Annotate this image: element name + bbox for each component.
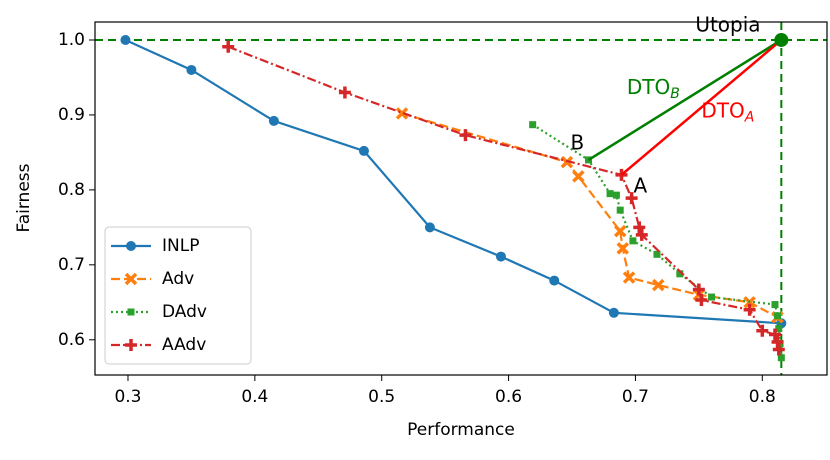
marker — [635, 228, 648, 241]
marker — [222, 40, 235, 53]
marker — [126, 241, 136, 251]
marker — [612, 191, 620, 199]
legend-label: DAdv — [162, 302, 207, 322]
marker — [629, 237, 637, 245]
marker — [572, 170, 585, 183]
marker — [606, 190, 614, 198]
marker — [395, 107, 409, 120]
marker — [676, 270, 684, 278]
marker — [186, 64, 197, 75]
dto-text: DTO — [627, 74, 670, 98]
point-label: B — [570, 130, 584, 154]
marker — [771, 301, 779, 309]
marker — [756, 324, 769, 337]
marker — [125, 339, 137, 351]
dto-line — [620, 39, 783, 176]
legend-label: INLP — [162, 236, 199, 256]
x-axis-label: Performance — [407, 420, 515, 440]
x-tick-label: 0.5 — [368, 387, 395, 407]
x-tick-label: 0.4 — [241, 387, 268, 407]
marker — [608, 307, 619, 318]
marker — [120, 34, 131, 45]
dto-sub: B — [670, 86, 680, 102]
marker — [613, 224, 627, 238]
legend-box — [104, 226, 252, 365]
dto-label: DTOB — [627, 74, 680, 102]
legend-label: AAdv — [162, 335, 206, 355]
marker — [695, 294, 708, 307]
marker — [622, 271, 636, 284]
point-label: A — [633, 173, 647, 197]
x-tick-label: 0.3 — [114, 387, 141, 407]
legend-label: Adv — [162, 269, 194, 289]
dto-sub: A — [744, 109, 755, 125]
marker — [633, 221, 646, 234]
marker — [338, 86, 351, 99]
y-tick-label: 0.8 — [58, 180, 85, 200]
marker — [772, 343, 785, 356]
series-line — [401, 112, 779, 319]
marker — [424, 222, 435, 233]
x-tick-label: 0.6 — [495, 387, 522, 407]
marker — [560, 155, 574, 169]
dto-text: DTO — [701, 98, 744, 122]
y-tick-label: 0.6 — [58, 330, 85, 350]
y-tick-label: 0.7 — [58, 255, 85, 275]
x-tick-label: 0.7 — [622, 387, 649, 407]
marker — [124, 272, 138, 286]
marker — [549, 275, 560, 286]
marker — [127, 308, 135, 316]
y-tick-label: 0.9 — [58, 105, 85, 125]
marker — [774, 312, 782, 320]
marker — [652, 278, 665, 292]
y-axis-label: Fairness — [14, 163, 34, 232]
dto-label: DTOA — [701, 98, 754, 126]
y-tick-label: 1.0 — [58, 30, 85, 50]
dto-line — [587, 38, 782, 161]
marker — [615, 168, 628, 181]
marker — [495, 251, 506, 262]
marker — [616, 206, 624, 214]
plot-frame — [94, 21, 828, 376]
marker — [459, 129, 472, 142]
marker — [268, 115, 279, 126]
marker — [625, 192, 638, 205]
marker — [616, 242, 629, 255]
marker — [692, 283, 705, 296]
marker — [529, 121, 537, 129]
marker — [708, 293, 716, 301]
marker — [743, 303, 756, 316]
x-tick-label: 0.8 — [749, 387, 776, 407]
marker — [358, 145, 369, 156]
marker — [653, 250, 661, 258]
marker — [777, 354, 785, 362]
marker — [768, 328, 781, 341]
marker — [775, 325, 783, 333]
utopia-label: Utopia — [695, 12, 760, 36]
utopia-point — [774, 32, 789, 47]
